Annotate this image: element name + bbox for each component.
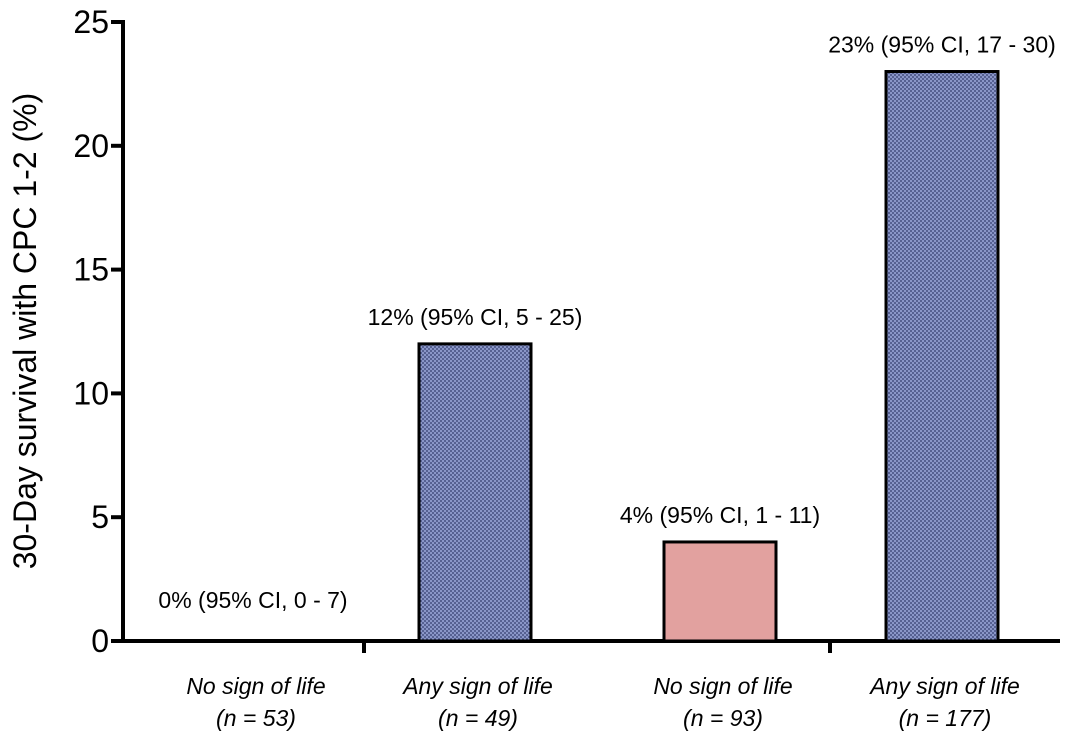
y-tick-label: 15 xyxy=(73,252,109,288)
category-sample-size: (n = 177) xyxy=(899,705,992,731)
category-label: No sign of life xyxy=(653,673,792,699)
category-label: Any sign of life xyxy=(868,673,1020,699)
category-sample-size: (n = 53) xyxy=(216,705,296,731)
y-tick-label: 25 xyxy=(73,4,109,40)
category-label: Any sign of life xyxy=(401,673,553,699)
y-tick-label: 10 xyxy=(73,375,109,411)
y-tick-label: 20 xyxy=(73,128,109,164)
data-label: 12% (95% CI, 5 - 25) xyxy=(368,304,583,330)
data-label: 4% (95% CI, 1 - 11) xyxy=(620,502,820,528)
category-sample-size: (n = 49) xyxy=(438,705,518,731)
bar xyxy=(884,70,1000,643)
bar xyxy=(417,342,533,643)
y-tick-label: 0 xyxy=(91,623,109,659)
y-tick-label: 5 xyxy=(91,499,109,535)
bar xyxy=(662,540,778,643)
category-label: No sign of life xyxy=(186,673,325,699)
y-axis-label: 30-Day survival with CPC 1-2 (%) xyxy=(7,93,43,570)
data-label: 23% (95% CI, 17 - 30) xyxy=(828,32,1056,58)
data-label: 0% (95% CI, 0 - 7) xyxy=(158,587,347,613)
category-sample-size: (n = 93) xyxy=(683,705,763,731)
